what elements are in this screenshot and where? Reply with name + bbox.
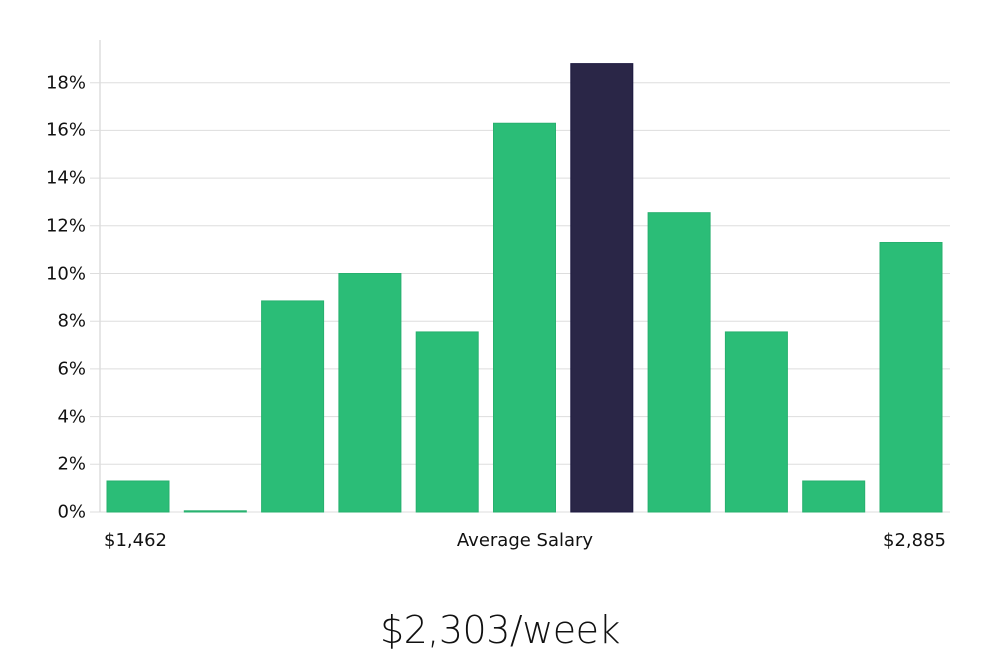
bar bbox=[724, 331, 788, 513]
bar bbox=[415, 331, 479, 513]
y-tick-label: 18% bbox=[45, 72, 86, 94]
y-tick-label: 8% bbox=[57, 310, 86, 332]
y-tick-label: 14% bbox=[45, 167, 86, 189]
y-tick-label: 2% bbox=[57, 453, 86, 475]
y-tick-label: 6% bbox=[57, 358, 86, 380]
y-tick-label: 12% bbox=[45, 215, 86, 237]
y-tick-label: 0% bbox=[57, 501, 86, 523]
bar bbox=[493, 122, 556, 513]
average-salary-value: $2,303/week bbox=[379, 608, 621, 652]
bar bbox=[338, 273, 402, 513]
bar bbox=[106, 480, 170, 513]
chart-plot-area bbox=[90, 40, 950, 513]
y-tick-label: 10% bbox=[45, 263, 86, 284]
x-min-label: $1,462 bbox=[104, 530, 167, 551]
x-max-label: $2,885 bbox=[883, 530, 946, 551]
x-axis-title: Average Salary bbox=[456, 530, 594, 551]
bar bbox=[183, 510, 247, 513]
y-tick-label: 4% bbox=[57, 406, 86, 428]
y-tick-label: 16% bbox=[45, 119, 86, 141]
bar bbox=[802, 480, 866, 513]
salary-histogram bbox=[90, 40, 950, 513]
bar-highlighted bbox=[570, 63, 634, 513]
bar bbox=[879, 241, 943, 513]
bar bbox=[261, 300, 325, 513]
bar bbox=[647, 212, 711, 513]
